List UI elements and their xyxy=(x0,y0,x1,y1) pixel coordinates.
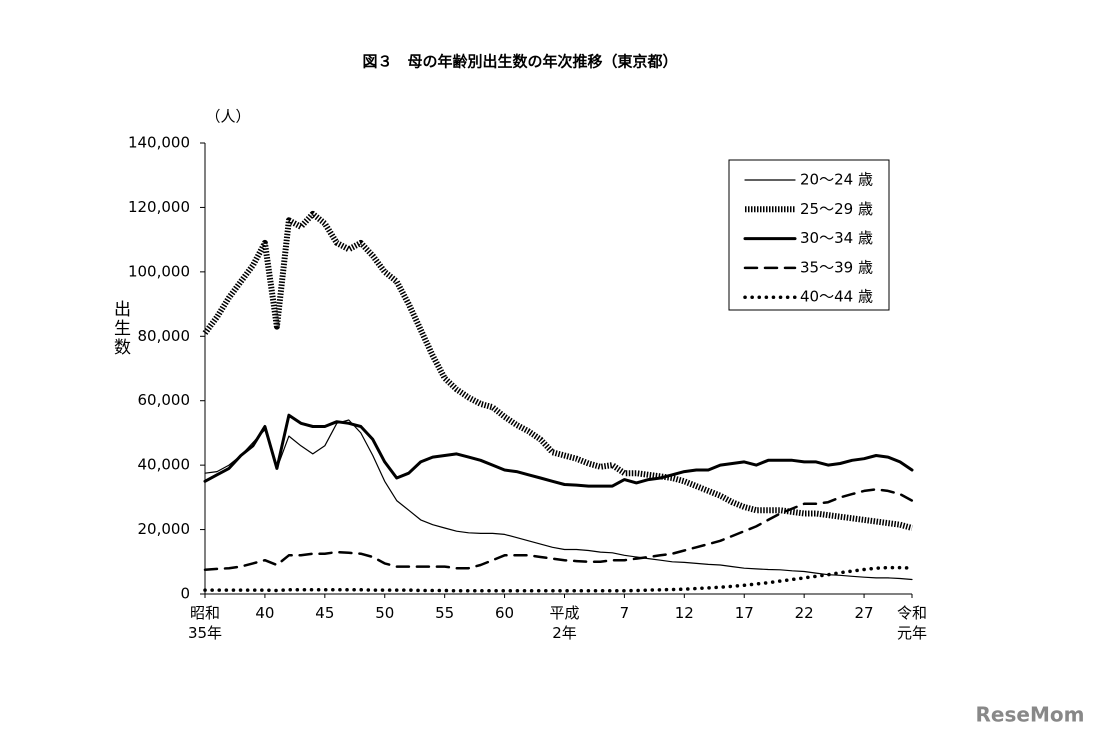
y-tick-label: 0 xyxy=(180,585,190,603)
y-axis-label: 出生数 xyxy=(110,300,130,357)
y-tick-label: 60,000 xyxy=(138,391,191,409)
y-tick-label: 80,000 xyxy=(138,327,191,345)
x-tick-label: 7 xyxy=(619,604,630,622)
y-tick-label: 100,000 xyxy=(128,262,190,280)
series-line xyxy=(202,210,913,531)
x-tick-label: 60 xyxy=(495,604,515,622)
legend-label: 35～39 歳 xyxy=(800,258,873,276)
y-tick-label: 140,000 xyxy=(128,134,190,152)
x-tick-label: 27 xyxy=(854,604,874,622)
x-tick-label: 17 xyxy=(734,604,754,622)
x-tick-label: 令和 元年 xyxy=(896,604,927,642)
legend-label: 40～44 歳 xyxy=(800,288,873,306)
series-line xyxy=(203,413,914,488)
legend-label: 30～34 歳 xyxy=(800,229,873,247)
x-tick-label: 40 xyxy=(255,604,275,622)
x-tick-label: 55 xyxy=(435,604,455,622)
x-tick-label: 22 xyxy=(794,604,814,622)
x-tick-label: 平成 2年 xyxy=(549,604,580,642)
legend-label: 25～29 歳 xyxy=(800,200,873,218)
watermark: ReseMom xyxy=(976,703,1085,727)
x-tick-label: 45 xyxy=(315,604,335,622)
y-unit: （人） xyxy=(205,108,250,126)
y-tick-label: 40,000 xyxy=(138,456,191,474)
y-tick-label: 20,000 xyxy=(138,520,191,538)
legend-label: 20～24 歳 xyxy=(800,171,873,189)
series-line xyxy=(203,488,914,572)
series-line xyxy=(203,565,914,593)
legend-box xyxy=(728,159,890,311)
series-line xyxy=(204,419,913,581)
x-tick-label: 昭和 35年 xyxy=(187,604,223,642)
x-tick-label: 12 xyxy=(674,604,694,622)
x-tick-label: 50 xyxy=(375,604,395,622)
chart-title: 図３ 母の年齢別出生数の年次推移（東京都） xyxy=(362,53,677,71)
y-tick-label: 120,000 xyxy=(128,198,190,216)
